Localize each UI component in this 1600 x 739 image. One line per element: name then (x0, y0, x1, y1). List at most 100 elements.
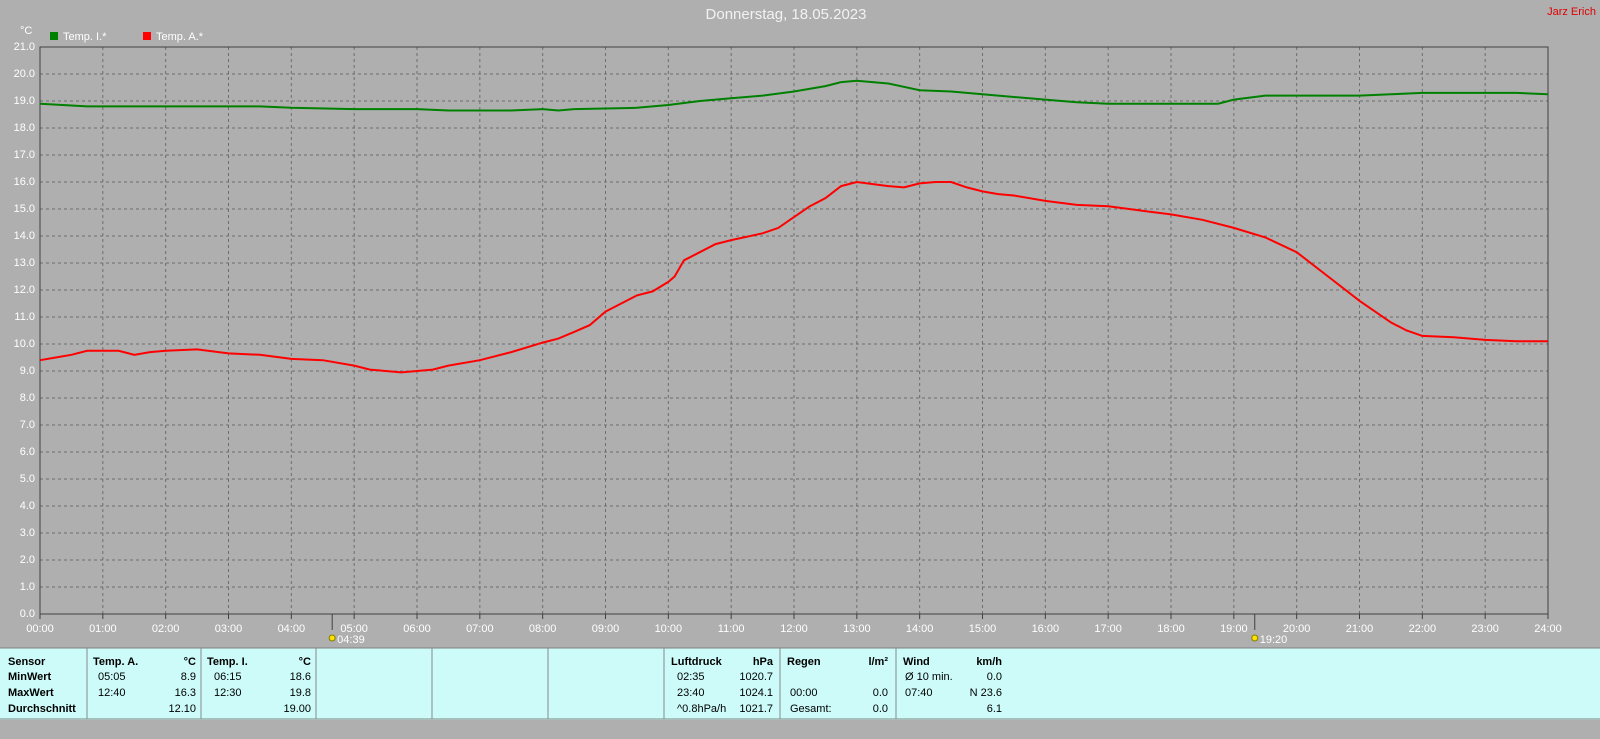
x-tick-label: 14:00 (906, 623, 934, 635)
table-cell: 02:35 (677, 671, 705, 683)
y-tick-label: 19.0 (14, 95, 35, 107)
x-tick-label: 15:00 (969, 623, 997, 635)
x-tick-label: 13:00 (843, 623, 871, 635)
x-tick-label: 16:00 (1032, 623, 1060, 635)
table-cell: 1024.1 (739, 687, 773, 699)
table-header: Regen (787, 656, 821, 668)
table-cell: 12.10 (168, 703, 196, 715)
table-header: hPa (753, 656, 774, 668)
sun-time: 04:39 (337, 634, 365, 646)
table-header: °C (184, 656, 196, 668)
x-tick-label: 06:00 (403, 623, 431, 635)
table-header: Luftdruck (671, 656, 723, 668)
table-cell: 12:30 (214, 687, 242, 699)
y-tick-label: 15.0 (14, 203, 35, 215)
x-tick-label: 21:00 (1346, 623, 1374, 635)
summary-table: Sensor Temp. A. °C Temp. I. °C MinWert 05:05 8.… (0, 647, 1600, 720)
x-tick-label: 24:00 (1534, 623, 1562, 635)
table-cell: 1021.7 (739, 703, 773, 715)
table-cell: 0.0 (987, 671, 1002, 683)
x-tick-label: 11:00 (718, 623, 745, 635)
table-cell: Ø 10 min. (905, 671, 953, 683)
y-tick-label: 9.0 (20, 365, 35, 377)
x-tick-label: 07:00 (466, 623, 494, 635)
legend-swatch (50, 32, 58, 40)
chart-title: Donnerstag, 18.05.2023 (706, 6, 867, 23)
table-cell: 00:00 (790, 687, 818, 699)
table-cell: 06:15 (214, 671, 242, 683)
x-tick-label: 03:00 (215, 623, 243, 635)
y-tick-label: 6.0 (20, 446, 35, 458)
table-header: Temp. I. (207, 656, 248, 668)
y-tick-label: 4.0 (20, 500, 35, 512)
x-tick-label: 09:00 (592, 623, 620, 635)
table-cell: 18.6 (290, 671, 311, 683)
x-tick-label: 22:00 (1409, 623, 1437, 635)
plot: 0.0 1.0 2.0 3.0 4.0 5.0 6.0 7.0 8.0 9.0 10.0 11.0 12… (14, 31, 1562, 646)
table-header: Sensor (8, 656, 46, 668)
legend-swatch (143, 32, 151, 40)
table-cell: Gesamt: (790, 703, 832, 715)
table-dividers (86, 648, 897, 719)
x-tick-label: 08:00 (529, 623, 557, 635)
y-tick-label: 17.0 (14, 149, 35, 161)
table-cell: 1020.7 (739, 671, 773, 683)
table-cell: 23:40 (677, 687, 705, 699)
table-header: Temp. A. (93, 656, 138, 668)
y-tick-label: 20.0 (14, 68, 35, 80)
table-cell: 05:05 (98, 671, 126, 683)
y-tick-label: 11.0 (14, 311, 35, 323)
x-tick-label: 23:00 (1471, 623, 1499, 635)
y-tick-label: 18.0 (14, 122, 35, 134)
table-cell: 6.1 (987, 703, 1002, 715)
table-cell: 19.8 (290, 687, 311, 699)
legend-label: Temp. A.* (156, 31, 204, 43)
y-tick-label: 13.0 (14, 257, 35, 269)
table-header: °C (299, 656, 311, 668)
y-tick-label: 5.0 (20, 473, 35, 485)
x-tick-label: 05:00 (340, 623, 368, 635)
y-tick-label: 2.0 (20, 554, 35, 566)
table-header: l/m² (868, 656, 888, 668)
sun-time: 19:20 (1260, 634, 1288, 646)
y-tick-label: 1.0 (20, 581, 35, 593)
table-cell: 12:40 (98, 687, 126, 699)
sun-icon (328, 634, 336, 642)
author: Jarz Erich (1547, 6, 1596, 18)
x-tick-label: 00:00 (26, 623, 54, 635)
table-cell: MaxWert (8, 687, 54, 699)
table-cell: Durchschnitt (8, 703, 76, 715)
table-cell: 16.3 (175, 687, 196, 699)
x-tick-label: 19:00 (1220, 623, 1248, 635)
x-tick-label: 17:00 (1094, 623, 1122, 635)
y-tick-label: 14.0 (14, 230, 35, 242)
y-tick-label: 10.0 (14, 338, 35, 350)
plot-frame (39, 46, 1549, 615)
x-tick-label: 10:00 (655, 623, 683, 635)
y-tick-label: 8.0 (20, 392, 35, 404)
table-header: km/h (976, 656, 1002, 668)
y-tick-label: 0.0 (20, 608, 35, 620)
x-tick-label: 18:00 (1157, 623, 1185, 635)
y-axis-label: °C (20, 25, 32, 37)
table-cell: 8.9 (181, 671, 196, 683)
x-tick-label: 02:00 (152, 623, 180, 635)
y-tick-label: 12.0 (14, 284, 35, 296)
y-tick-label: 3.0 (20, 527, 35, 539)
y-tick-label: 21.0 (14, 41, 35, 53)
series-line (39, 180, 1548, 374)
x-tick-label: 12:00 (780, 623, 808, 635)
table-background (0, 648, 1600, 720)
sun-icon (1251, 634, 1259, 642)
table-header: Wind (903, 656, 930, 668)
table-cell: MinWert (8, 671, 52, 683)
table-cell: 07:40 (905, 687, 933, 699)
y-tick-label: 16.0 (14, 176, 35, 188)
table-cell: 0.0 (873, 687, 888, 699)
table-cell: N 23.6 (970, 687, 1002, 699)
table-cell: 19.00 (283, 703, 311, 715)
y-tick-label: 7.0 (20, 419, 35, 431)
x-tick-label: 04:00 (278, 623, 306, 635)
table-cell: 0.0 (873, 703, 888, 715)
